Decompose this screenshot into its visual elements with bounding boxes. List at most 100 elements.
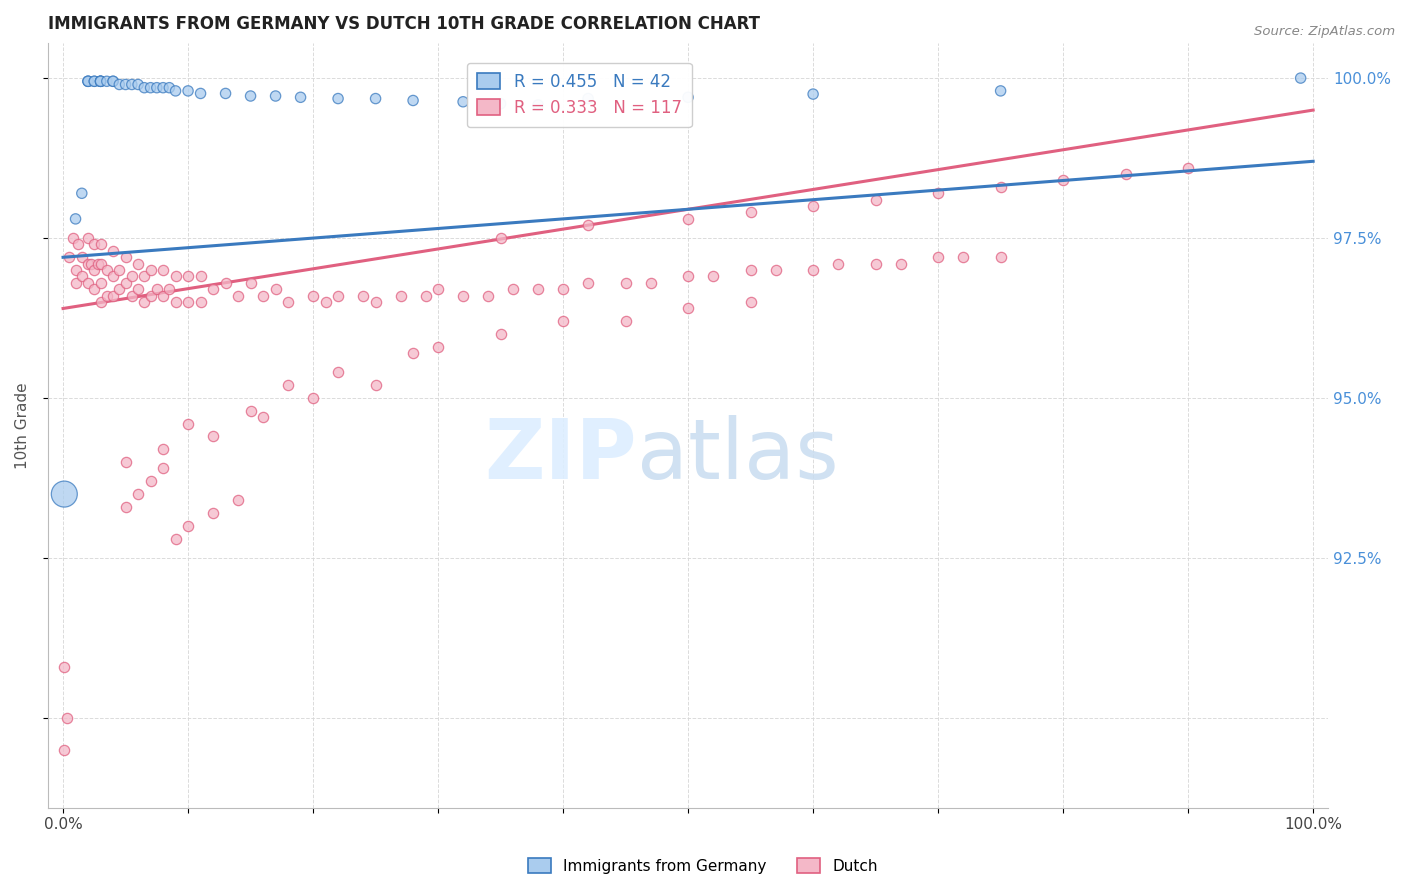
Point xyxy=(65,211,87,226)
Point xyxy=(364,378,387,392)
Point xyxy=(990,84,1012,98)
Point xyxy=(489,327,512,342)
Point xyxy=(290,90,312,104)
Point xyxy=(177,269,200,284)
Point xyxy=(121,269,143,284)
Point xyxy=(990,180,1012,194)
Text: IMMIGRANTS FROM GERMANY VS DUTCH 10TH GRADE CORRELATION CHART: IMMIGRANTS FROM GERMANY VS DUTCH 10TH GR… xyxy=(48,15,761,33)
Point xyxy=(402,94,425,108)
Point xyxy=(146,80,169,95)
Point xyxy=(70,269,93,284)
Point xyxy=(157,80,180,95)
Point xyxy=(576,92,599,106)
Point xyxy=(90,74,112,88)
Point xyxy=(127,257,149,271)
Point xyxy=(226,493,249,508)
Point xyxy=(101,244,124,258)
Point xyxy=(551,282,574,296)
Point xyxy=(83,282,105,296)
Point xyxy=(477,288,499,302)
Point xyxy=(352,288,374,302)
Point xyxy=(114,500,136,514)
Point xyxy=(676,269,699,284)
Point xyxy=(451,288,474,302)
Point xyxy=(139,80,162,95)
Point xyxy=(865,257,887,271)
Point xyxy=(326,288,349,302)
Legend: Immigrants from Germany, Dutch: Immigrants from Germany, Dutch xyxy=(522,852,884,880)
Point xyxy=(152,80,174,95)
Point xyxy=(139,263,162,277)
Point xyxy=(177,519,200,533)
Point xyxy=(114,250,136,264)
Point xyxy=(83,74,105,88)
Point xyxy=(90,74,112,88)
Point xyxy=(83,74,105,88)
Point xyxy=(83,237,105,252)
Point xyxy=(427,282,450,296)
Point xyxy=(614,314,637,328)
Point xyxy=(614,276,637,290)
Point xyxy=(239,89,262,103)
Point xyxy=(67,237,90,252)
Point xyxy=(1052,173,1074,187)
Point xyxy=(53,743,76,757)
Point xyxy=(146,282,169,296)
Point xyxy=(890,257,912,271)
Point xyxy=(502,282,524,296)
Point xyxy=(70,250,93,264)
Point xyxy=(451,95,474,109)
Point xyxy=(1289,71,1312,86)
Point xyxy=(77,276,100,290)
Point xyxy=(1177,161,1199,175)
Point xyxy=(96,263,118,277)
Point xyxy=(157,282,180,296)
Point xyxy=(65,276,87,290)
Point xyxy=(101,74,124,88)
Point xyxy=(77,74,100,88)
Point xyxy=(165,269,187,284)
Point xyxy=(127,78,149,92)
Point xyxy=(190,269,212,284)
Point xyxy=(326,92,349,106)
Point xyxy=(101,74,124,88)
Point xyxy=(302,391,325,405)
Point xyxy=(415,288,437,302)
Point xyxy=(801,87,824,101)
Point xyxy=(114,78,136,92)
Point xyxy=(202,429,225,443)
Point xyxy=(177,84,200,98)
Point xyxy=(62,231,84,245)
Point xyxy=(108,282,131,296)
Point xyxy=(740,205,762,219)
Point xyxy=(152,461,174,475)
Point xyxy=(952,250,974,264)
Point xyxy=(640,276,662,290)
Point xyxy=(77,74,100,88)
Point xyxy=(326,366,349,380)
Point xyxy=(90,257,112,271)
Point xyxy=(134,295,156,310)
Point xyxy=(190,87,212,101)
Point xyxy=(90,74,112,88)
Point xyxy=(402,346,425,360)
Point xyxy=(177,417,200,431)
Point xyxy=(1115,167,1137,181)
Point xyxy=(202,282,225,296)
Point xyxy=(576,219,599,233)
Point xyxy=(96,288,118,302)
Point xyxy=(740,263,762,277)
Legend: R = 0.455   N = 42, R = 0.333   N = 117: R = 0.455 N = 42, R = 0.333 N = 117 xyxy=(467,62,692,127)
Point xyxy=(865,193,887,207)
Point xyxy=(202,506,225,520)
Point xyxy=(90,295,112,310)
Point xyxy=(427,340,450,354)
Y-axis label: 10th Grade: 10th Grade xyxy=(15,382,30,468)
Point xyxy=(827,257,849,271)
Point xyxy=(139,475,162,489)
Point xyxy=(165,295,187,310)
Point xyxy=(114,276,136,290)
Point xyxy=(121,78,143,92)
Text: atlas: atlas xyxy=(637,416,838,496)
Point xyxy=(239,276,262,290)
